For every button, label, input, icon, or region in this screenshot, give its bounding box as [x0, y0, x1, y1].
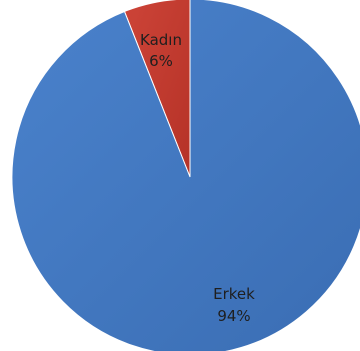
slice-label-kadin-name: Kadın	[140, 31, 182, 49]
labels-layer: Kadın 6% Erkek 94%	[140, 31, 255, 325]
slice-label-erkek-value: 94%	[217, 307, 250, 325]
slice-label-erkek-name: Erkek	[213, 285, 255, 303]
slices-layer	[11, 0, 360, 351]
pie-slice-erkek	[11, 0, 360, 351]
slice-label-kadin-value: 6%	[149, 52, 173, 70]
